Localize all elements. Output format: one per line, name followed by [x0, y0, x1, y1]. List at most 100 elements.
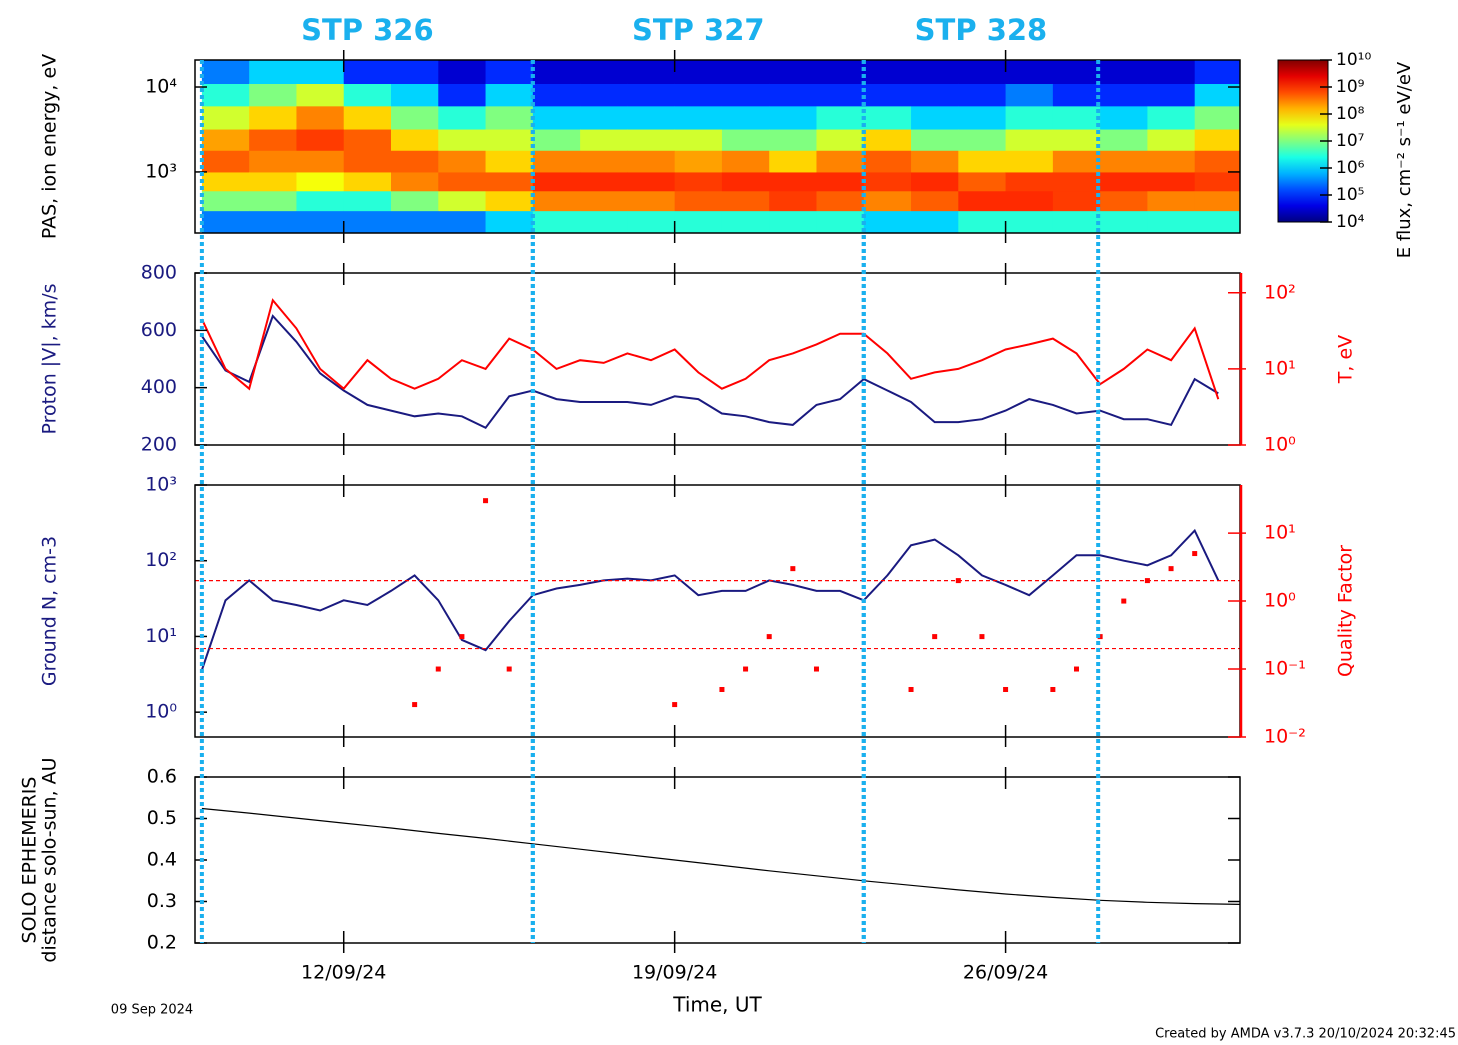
data-point	[1074, 666, 1080, 672]
data-point	[979, 634, 985, 640]
spectrogram-cell	[674, 150, 723, 173]
spectrogram-cell	[863, 210, 912, 233]
spectrogram-cell	[1100, 171, 1148, 192]
spectrogram-cell	[721, 171, 770, 192]
spectrogram-cell	[343, 210, 392, 233]
spectrogram-cell	[674, 105, 723, 130]
y2-tick-label: 10⁰	[1264, 590, 1296, 612]
data-point	[1003, 686, 1009, 692]
colorbar-tick-label: 10⁹	[1336, 77, 1365, 97]
spectrogram-cell	[1100, 190, 1148, 212]
spectrogram-cell	[201, 105, 250, 130]
spectrogram-cell	[201, 171, 250, 192]
spectrogram-cell	[911, 83, 959, 107]
spectrogram-cell	[1005, 105, 1054, 130]
spectrogram-cell	[1100, 129, 1148, 151]
spectrogram-cell	[201, 83, 250, 107]
spectrogram-cell	[343, 190, 392, 212]
spectrogram-cell	[1147, 129, 1196, 151]
spectrogram-cell	[438, 129, 487, 151]
series-line	[200, 528, 1220, 671]
data-point	[766, 634, 772, 640]
spectrogram-cell	[438, 190, 487, 212]
spectrogram-cell	[627, 60, 676, 84]
spectrogram-cell	[958, 190, 1007, 212]
spectrogram-cell	[580, 171, 628, 192]
spectrogram-cell	[1052, 129, 1101, 151]
spectrogram-cell	[958, 129, 1007, 151]
spectrogram-cell	[721, 150, 770, 173]
spectrogram-cell	[721, 190, 770, 212]
y-axis-label: distance solo-sun, AU	[39, 757, 61, 962]
panel-frame	[194, 484, 1241, 738]
period-label: STP 328	[915, 13, 1048, 47]
spectrogram-cell	[1005, 210, 1054, 233]
spectrogram-cell	[911, 150, 959, 173]
start-date: 09 Sep 2024	[111, 1003, 193, 1018]
y-axis-label: PAS, ion energy, eV	[39, 54, 61, 239]
spectrogram-cell	[1005, 190, 1054, 212]
y-tick-label: 400	[141, 376, 177, 398]
footer: Created by AMDA v3.7.3 20/10/2024 20:32:…	[1155, 1027, 1456, 1042]
y2-tick-label: 10⁻¹	[1264, 658, 1306, 680]
spectrogram-cell	[485, 190, 534, 212]
spectrogram-cell	[911, 190, 959, 212]
spectrogram-cell	[958, 171, 1007, 192]
spectrogram-cell	[769, 60, 817, 84]
spectrogram-cell	[343, 60, 392, 84]
plot-area	[200, 298, 1220, 430]
spectrogram-cell	[343, 83, 392, 107]
data-point	[813, 666, 819, 672]
spectrogram-cell	[1005, 150, 1054, 173]
data-point	[1121, 598, 1127, 604]
spectrogram-cell	[1147, 210, 1196, 233]
spectrogram-cell	[674, 171, 723, 192]
spectrogram-cell	[769, 150, 817, 173]
spectrogram-cell	[485, 105, 534, 130]
spectrogram-cell	[580, 105, 628, 130]
spectrogram-cell	[532, 150, 581, 173]
spectrogram-cell	[721, 210, 770, 233]
spectrogram-cell	[1194, 60, 1240, 84]
spectrogram-cell	[627, 171, 676, 192]
spectrogram-cell	[674, 190, 723, 212]
spectrogram-cell	[438, 171, 487, 192]
spectrogram-cell	[249, 210, 297, 233]
spectrogram-cell	[1194, 129, 1240, 151]
spectrogram-cell	[958, 60, 1007, 84]
spectrogram-cell	[532, 105, 581, 130]
spectrogram-cell	[816, 171, 865, 192]
spectrogram-cell	[863, 150, 912, 173]
y-tick-label: 10¹	[145, 625, 177, 647]
spectrogram-cell	[816, 60, 865, 84]
spectrogram-cell	[1147, 171, 1196, 192]
data-point	[672, 702, 678, 708]
spectrogram-cell	[580, 60, 628, 84]
spectrogram-cell	[1005, 171, 1054, 192]
plot-area	[195, 498, 1240, 708]
y2-tick-label: 10¹	[1264, 357, 1296, 379]
data-point	[1168, 566, 1174, 572]
spectrogram-cell	[769, 129, 817, 151]
spectrogram-cell	[911, 210, 959, 233]
spectrogram-cell	[249, 171, 297, 192]
y-tick-label: 10³	[145, 474, 177, 496]
y2-tick-label: 10¹	[1264, 522, 1296, 544]
data-point	[1192, 551, 1198, 557]
spectrogram-cell	[816, 105, 865, 130]
spectrogram-cell	[532, 83, 581, 107]
data-point	[412, 702, 418, 708]
spectrogram-cell	[296, 150, 345, 173]
spectrogram-cell	[201, 210, 250, 233]
spectrogram-cell	[485, 129, 534, 151]
spectrogram-cell	[1147, 60, 1196, 84]
data-point	[506, 666, 512, 672]
spectrogram-cell	[674, 60, 723, 84]
spectrogram-cell	[1052, 190, 1101, 212]
data-point	[459, 634, 465, 640]
series-line	[200, 298, 1220, 400]
spectrogram-cell	[532, 129, 581, 151]
spectrogram-cell	[438, 210, 487, 233]
spectrogram-cell	[721, 83, 770, 107]
